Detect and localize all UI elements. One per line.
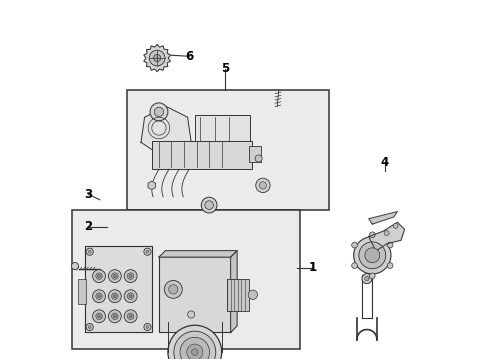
Circle shape (369, 273, 375, 279)
Circle shape (127, 313, 134, 319)
Circle shape (98, 315, 100, 318)
Circle shape (387, 242, 393, 248)
Circle shape (174, 331, 216, 360)
Circle shape (127, 273, 134, 279)
Circle shape (98, 295, 100, 298)
Circle shape (153, 54, 161, 62)
Circle shape (113, 275, 116, 278)
Circle shape (255, 155, 262, 162)
Circle shape (362, 274, 372, 284)
Polygon shape (159, 251, 237, 257)
Circle shape (129, 275, 132, 278)
Circle shape (108, 270, 122, 283)
Polygon shape (148, 181, 155, 190)
Circle shape (393, 224, 398, 228)
Polygon shape (144, 44, 171, 72)
Text: 2: 2 (84, 220, 92, 233)
Circle shape (144, 323, 151, 330)
Circle shape (259, 182, 267, 189)
Circle shape (150, 103, 168, 121)
Circle shape (354, 237, 391, 274)
Circle shape (86, 323, 93, 330)
Bar (227, 279, 248, 311)
Circle shape (365, 248, 380, 263)
Circle shape (352, 263, 357, 269)
Polygon shape (85, 246, 152, 332)
Circle shape (113, 315, 116, 318)
Circle shape (144, 248, 151, 255)
Circle shape (86, 248, 93, 255)
Bar (77, 279, 87, 304)
Circle shape (187, 344, 203, 360)
Text: 3: 3 (84, 188, 92, 201)
Polygon shape (141, 107, 191, 149)
Circle shape (96, 293, 102, 300)
Circle shape (146, 325, 149, 328)
Circle shape (93, 290, 105, 303)
Circle shape (365, 276, 369, 281)
Circle shape (248, 290, 258, 300)
Circle shape (112, 313, 118, 319)
Bar (184, 352, 205, 360)
Circle shape (98, 275, 100, 278)
Circle shape (384, 230, 389, 235)
Circle shape (164, 280, 182, 298)
Circle shape (108, 290, 122, 303)
Circle shape (129, 315, 132, 318)
Bar (248, 146, 261, 162)
Circle shape (188, 311, 195, 318)
Circle shape (96, 313, 102, 319)
Bar (195, 116, 250, 146)
Polygon shape (231, 251, 237, 332)
Circle shape (112, 273, 118, 279)
Circle shape (192, 349, 198, 355)
Text: 4: 4 (381, 156, 389, 168)
Text: 1: 1 (309, 261, 317, 274)
Circle shape (146, 250, 149, 253)
Circle shape (113, 295, 116, 298)
Polygon shape (368, 222, 405, 251)
Circle shape (180, 337, 210, 360)
Circle shape (154, 107, 164, 117)
Circle shape (108, 310, 122, 323)
Circle shape (205, 201, 214, 210)
Circle shape (96, 273, 102, 279)
Circle shape (124, 310, 137, 323)
Circle shape (256, 178, 270, 193)
Circle shape (201, 197, 217, 213)
Circle shape (72, 262, 78, 270)
Circle shape (124, 290, 137, 303)
Circle shape (169, 285, 178, 294)
Circle shape (369, 232, 375, 238)
Circle shape (93, 270, 105, 283)
Bar (126, 90, 329, 211)
Text: 5: 5 (221, 62, 229, 75)
Circle shape (168, 325, 221, 360)
Bar (152, 140, 252, 169)
Circle shape (149, 50, 165, 66)
Bar (159, 257, 231, 332)
Polygon shape (368, 212, 397, 224)
Circle shape (88, 250, 91, 253)
Circle shape (387, 263, 393, 269)
Circle shape (127, 293, 134, 300)
Text: 6: 6 (185, 50, 194, 63)
Circle shape (93, 310, 105, 323)
Circle shape (352, 242, 357, 248)
Circle shape (112, 293, 118, 300)
Circle shape (88, 325, 91, 328)
Circle shape (359, 242, 386, 269)
Circle shape (124, 270, 137, 283)
Bar (72, 211, 300, 348)
Circle shape (129, 295, 132, 298)
